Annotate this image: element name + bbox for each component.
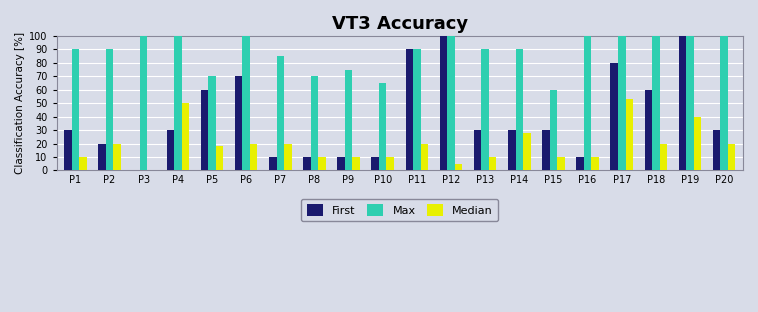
Bar <box>625 99 633 170</box>
Bar <box>447 36 455 170</box>
Bar <box>113 144 121 170</box>
Bar <box>576 157 584 170</box>
Bar <box>686 36 694 170</box>
Bar <box>352 157 360 170</box>
Bar <box>337 157 345 170</box>
Bar <box>713 130 720 170</box>
Bar <box>216 146 223 170</box>
Bar <box>167 130 174 170</box>
Bar <box>79 157 86 170</box>
Bar <box>489 157 496 170</box>
Title: VT3 Accuracy: VT3 Accuracy <box>332 15 468 33</box>
Bar <box>440 36 447 170</box>
Bar <box>481 49 489 170</box>
Bar <box>679 36 686 170</box>
Bar <box>311 76 318 170</box>
Bar <box>106 49 113 170</box>
Bar <box>71 49 79 170</box>
Bar <box>474 130 481 170</box>
Bar <box>421 144 428 170</box>
Bar <box>140 36 147 170</box>
Bar <box>652 36 659 170</box>
Bar <box>387 157 394 170</box>
Bar <box>720 36 728 170</box>
Bar <box>371 157 379 170</box>
Bar <box>644 90 652 170</box>
Bar <box>182 103 189 170</box>
Bar <box>379 83 387 170</box>
Bar <box>269 157 277 170</box>
Bar <box>515 49 523 170</box>
Bar <box>550 90 557 170</box>
Y-axis label: Classification Accuracy [%]: Classification Accuracy [%] <box>15 32 25 174</box>
Bar <box>235 76 243 170</box>
Bar <box>455 164 462 170</box>
Bar <box>508 130 515 170</box>
Bar <box>610 63 618 170</box>
Bar <box>413 49 421 170</box>
Bar <box>243 36 250 170</box>
Bar <box>284 144 292 170</box>
Bar <box>584 36 591 170</box>
Legend: First, Max, Median: First, Max, Median <box>301 199 499 222</box>
Bar <box>591 157 599 170</box>
Bar <box>618 36 625 170</box>
Bar <box>318 157 326 170</box>
Bar <box>303 157 311 170</box>
Bar <box>277 56 284 170</box>
Bar <box>694 117 701 170</box>
Bar <box>345 70 352 170</box>
Bar <box>523 133 531 170</box>
Bar <box>208 76 216 170</box>
Bar <box>99 144 106 170</box>
Bar <box>659 144 667 170</box>
Bar <box>728 144 735 170</box>
Bar <box>557 157 565 170</box>
Bar <box>64 130 71 170</box>
Bar <box>250 144 258 170</box>
Bar <box>201 90 208 170</box>
Bar <box>406 49 413 170</box>
Bar <box>542 130 550 170</box>
Bar <box>174 36 182 170</box>
